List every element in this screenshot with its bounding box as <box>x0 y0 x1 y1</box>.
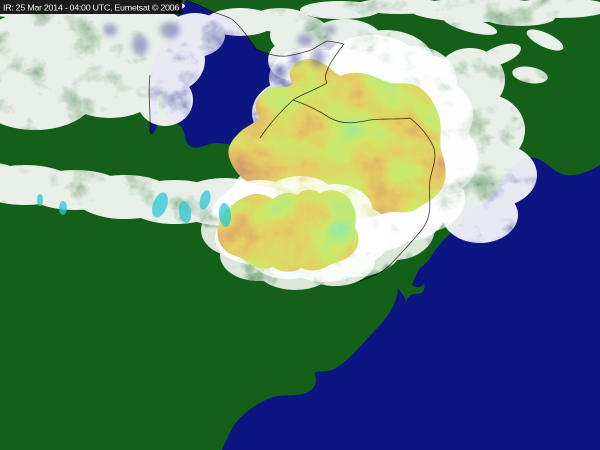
svg-text:IR: 25 Mar 2014 - 04:00 UTC,: IR: 25 Mar 2014 - 04:00 UTC, Eumetsat © … <box>3 3 180 13</box>
